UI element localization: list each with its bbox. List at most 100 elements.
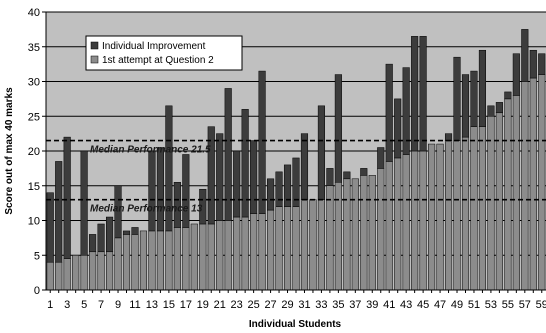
bar-first-attempt (148, 230, 156, 291)
x-axis-ticks: 1 3 5 7 9 11 13 15 17 19 21 23 25 27 29 31 33 35 37 39 41 43 4… (47, 290, 546, 311)
x-tick-label: 51 (468, 299, 480, 311)
bar-improvement (300, 133, 309, 200)
y-tick-label: 40 (28, 7, 40, 19)
y-axis-ticks: 0 5 10 15 20 25 30 35 40 (28, 7, 46, 297)
x-tick-label: 11 (129, 299, 140, 311)
bar-improvement (487, 105, 495, 117)
bar-improvement (182, 154, 190, 228)
bar-improvement (114, 185, 122, 239)
y-tick-label: 5 (34, 250, 40, 262)
y-tick-label: 30 (28, 77, 40, 89)
bar-first-attempt (182, 227, 190, 291)
x-tick-label: 41 (383, 299, 395, 311)
bar-improvement (495, 102, 503, 114)
bar-first-attempt (470, 126, 478, 291)
bar-first-attempt (538, 74, 546, 291)
bar-improvement (122, 230, 131, 235)
bar-improvement (241, 109, 249, 218)
bar-first-attempt (55, 261, 63, 291)
bar-first-attempt (444, 140, 453, 291)
bar-first-attempt (173, 227, 181, 291)
bar-first-attempt (411, 150, 419, 291)
bar-improvement (385, 63, 393, 162)
bar-improvement (97, 223, 105, 253)
bar-improvement (453, 56, 461, 141)
y-tick-label: 25 (28, 111, 40, 123)
bar-first-attempt (529, 77, 537, 291)
bar-improvement (224, 88, 232, 221)
x-tick-label: 53 (485, 299, 497, 311)
x-tick-label: 1 (47, 299, 53, 311)
bar-improvement (470, 70, 478, 127)
bar-improvement (207, 126, 215, 225)
bar-first-attempt (97, 251, 105, 291)
bar-first-attempt (300, 199, 309, 291)
bar-first-attempt (283, 206, 292, 291)
bar-improvement (292, 157, 300, 207)
x-tick-label: 9 (115, 299, 121, 311)
median-lines: Median Performance 21.5 Median Performanc… (46, 139, 546, 215)
bar-improvement (258, 70, 266, 214)
x-axis-label: Individual Students (249, 319, 342, 330)
bar-improvement (478, 49, 486, 127)
bar-improvement (46, 192, 54, 263)
bar-improvement (165, 105, 173, 232)
bar-first-attempt (156, 230, 164, 291)
bar-improvement (334, 74, 342, 183)
bar-improvement (275, 171, 283, 207)
bar-first-attempt (106, 251, 114, 291)
bar-first-attempt (436, 143, 444, 291)
x-tick-label: 13 (146, 299, 158, 311)
x-tick-label: 29 (281, 299, 293, 311)
legend-swatch-improvement (90, 41, 99, 50)
x-tick-label: 15 (163, 299, 175, 311)
bar-first-attempt (351, 178, 359, 291)
legend-box (85, 35, 243, 71)
y-tick-label: 20 (28, 146, 40, 158)
bar-improvement (377, 147, 385, 169)
bar-first-attempt (224, 220, 232, 291)
bar-first-attempt (343, 178, 351, 291)
legend: Individual Improvement 1st attempt at Qu… (85, 35, 243, 71)
bar-first-attempt (453, 140, 461, 291)
bar-first-attempt (317, 199, 325, 291)
bar-improvement (521, 29, 529, 82)
x-tick-label: 35 (332, 299, 344, 311)
bar-improvement (504, 91, 512, 100)
x-tick-label: 27 (264, 299, 276, 311)
x-tick-label: 33 (315, 299, 327, 311)
bar-improvement (173, 182, 181, 228)
x-tick-label: 49 (451, 299, 463, 311)
bar-first-attempt (131, 234, 139, 291)
bar-improvement (444, 133, 453, 141)
bar-first-attempt (402, 154, 410, 291)
bar-first-attempt (233, 216, 241, 291)
bar-first-attempt (385, 161, 393, 291)
bar-improvement (343, 171, 351, 180)
bar-improvement (89, 234, 97, 253)
bar-improvement (156, 147, 164, 232)
x-tick-label: 47 (434, 299, 446, 311)
x-tick-label: 31 (298, 299, 310, 311)
bar-first-attempt (495, 112, 503, 291)
x-tick-label: 59 (536, 299, 546, 311)
bar-first-attempt (504, 98, 512, 291)
bar-improvement (411, 36, 419, 152)
median-label: Median Performance 21.5 (90, 145, 211, 156)
x-tick-label: 43 (400, 299, 412, 311)
bar-improvement (529, 49, 537, 79)
bar-first-attempt (461, 136, 470, 291)
bar-improvement (148, 150, 156, 232)
bar-first-attempt (258, 213, 266, 291)
bar-first-attempt (292, 206, 300, 291)
y-tick-label: 0 (34, 285, 40, 297)
bar-improvement (216, 133, 224, 221)
x-tick-label: 39 (366, 299, 378, 311)
bar-improvement (199, 188, 207, 225)
bar-first-attempt (368, 175, 376, 291)
x-tick-label: 5 (81, 299, 87, 311)
x-tick-label: 21 (214, 299, 226, 311)
bar-first-attempt (139, 230, 148, 291)
legend-label-first-attempt: 1st attempt at Question 2 (102, 55, 214, 66)
x-tick-label: 19 (197, 299, 209, 311)
